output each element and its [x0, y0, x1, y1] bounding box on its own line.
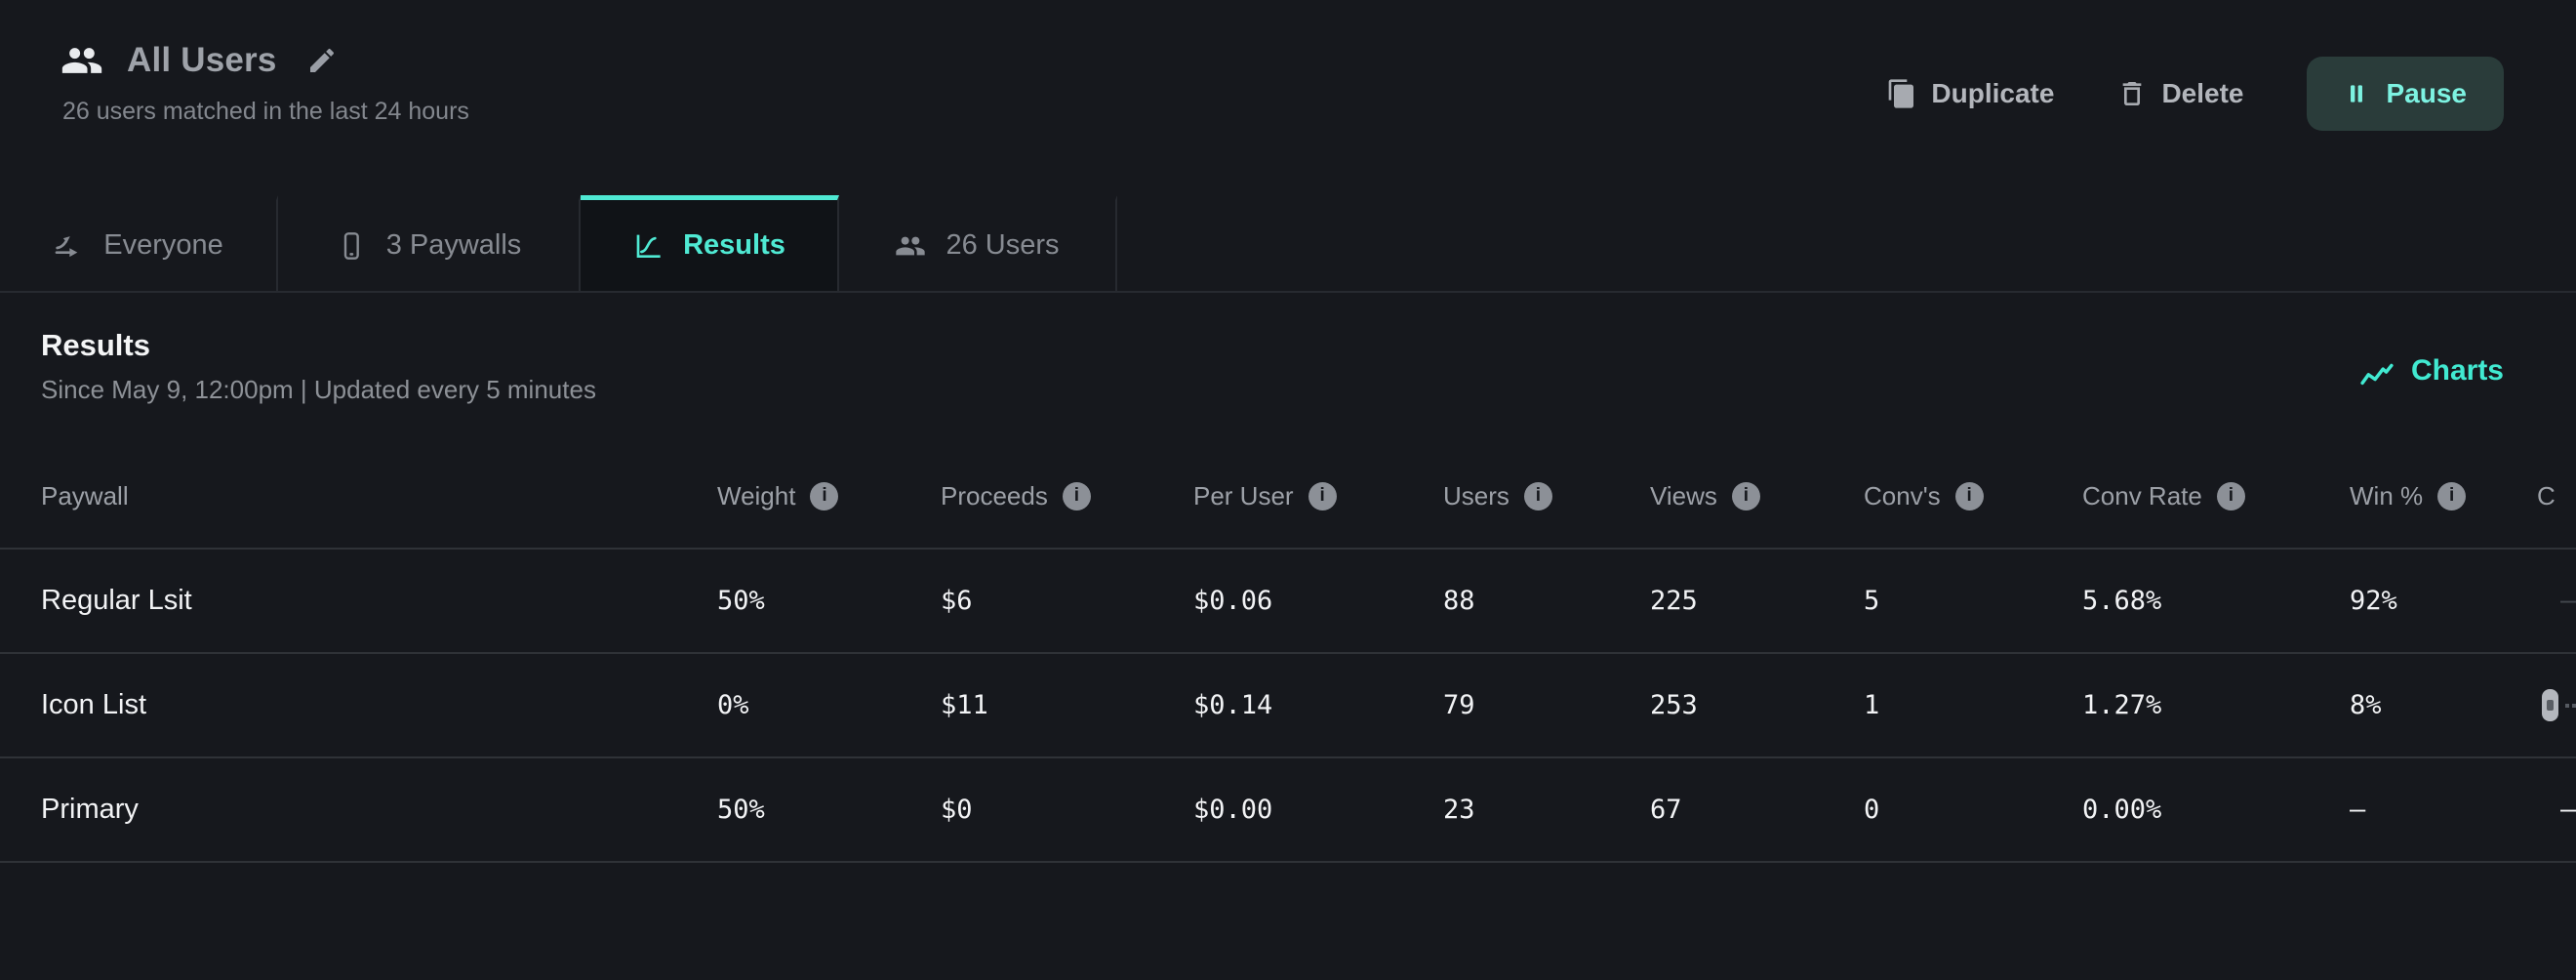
trend-line-icon [2358, 352, 2395, 389]
phone-icon [336, 230, 367, 262]
tab-bar: Everyone 3 Paywalls Results 26 Users [0, 195, 2576, 293]
info-icon[interactable]: i [1308, 481, 1337, 510]
cell-weight: 0% [717, 690, 749, 720]
cell-clipped [2537, 689, 2576, 721]
results-heading: Results [41, 328, 150, 362]
info-icon[interactable]: i [2437, 481, 2467, 510]
clipped-dots [2565, 703, 2569, 708]
cell-users: 23 [1443, 795, 1475, 825]
info-icon[interactable]: i [1731, 481, 1760, 510]
cell-proceeds: $11 [941, 690, 988, 720]
pause-button[interactable]: Pause [2306, 57, 2504, 131]
people-icon [895, 230, 926, 262]
info-icon[interactable]: i [810, 481, 839, 510]
people-icon [60, 39, 103, 82]
tab-users[interactable]: 26 Users [839, 195, 1117, 291]
cell-win-pct: 8% [2350, 690, 2382, 720]
cell-convs: 0 [1864, 795, 1880, 825]
cell-win-pct: – [2350, 795, 2366, 825]
cell-views: 225 [1650, 586, 1698, 616]
pause-icon [2344, 81, 2369, 106]
duplicate-label: Duplicate [1931, 78, 2055, 108]
results-subheading: Since May 9, 12:00pm | Updated every 5 m… [41, 375, 596, 404]
tab-results-label: Results [683, 229, 785, 261]
column-header-clipped: C [2537, 480, 2556, 510]
split-arrows-icon [53, 230, 84, 262]
column-header-per-user: Per User i [1193, 481, 1443, 511]
cell-per-user: $0.00 [1193, 795, 1273, 825]
cell-conv-rate: 0.00% [2082, 795, 2162, 825]
pause-label: Pause [2386, 78, 2468, 108]
table-row: Primary 50% $0 $0.00 23 67 0 0.00% – – [0, 758, 2576, 863]
duplicate-button[interactable]: Duplicate [1886, 78, 2054, 109]
cell-convs: 1 [1864, 690, 1880, 720]
column-header-users: Users i [1443, 481, 1650, 511]
delete-button[interactable]: Delete [2116, 78, 2244, 109]
cell-conv-rate: 5.68% [2082, 586, 2162, 616]
tab-everyone-label: Everyone [103, 229, 223, 261]
results-section-header: Results Since May 9, 12:00pm | Updated e… [0, 293, 2576, 444]
trash-icon [2116, 78, 2148, 109]
cell-views: 253 [1650, 690, 1698, 720]
info-icon[interactable]: i [1523, 481, 1552, 510]
charts-button[interactable]: Charts [2358, 349, 2504, 392]
table-row: Regular Lsit 50% $6 $0.06 88 225 5 5.68%… [0, 550, 2576, 654]
column-header-weight: Weight i [717, 481, 941, 511]
cell-users: 79 [1443, 690, 1475, 720]
clipped-badge [2542, 689, 2558, 721]
column-header-convs: Conv's i [1864, 481, 2082, 511]
cell-conv-rate: 1.27% [2082, 690, 2162, 720]
tab-results[interactable]: Results [581, 195, 839, 291]
cell-views: 67 [1650, 795, 1682, 825]
info-icon[interactable]: i [1954, 481, 1984, 510]
table-row: Icon List 0% $11 $0.14 79 253 1 1.27% 8% [0, 654, 2576, 758]
cell-weight: 50% [717, 795, 765, 825]
cell-paywall: Icon List [41, 689, 146, 720]
delete-label: Delete [2161, 78, 2244, 108]
cell-per-user: $0.14 [1193, 690, 1273, 720]
pencil-icon[interactable] [306, 45, 338, 76]
column-header-paywall: Paywall [41, 480, 129, 510]
table-header-row: Paywall Weight i Proceeds i Per User i User… [0, 444, 2576, 550]
cell-proceeds: $0 [941, 795, 973, 825]
cell-convs: 5 [1864, 586, 1880, 616]
cell-paywall: Primary [41, 794, 139, 825]
tab-paywalls-label: 3 Paywalls [385, 229, 522, 261]
match-summary: 26 users matched in the last 24 hours [62, 98, 469, 125]
cell-paywall: Regular Lsit [41, 585, 192, 616]
tab-users-label: 26 Users [946, 229, 1060, 261]
charts-label: Charts [2410, 354, 2504, 387]
info-icon[interactable]: i [2216, 481, 2245, 510]
cell-clipped: – [2560, 586, 2576, 616]
page-header: All Users 26 users matched in the last 2… [0, 0, 2576, 195]
cell-per-user: $0.06 [1193, 586, 1273, 616]
cell-users: 88 [1443, 586, 1475, 616]
column-header-proceeds: Proceeds i [941, 481, 1193, 511]
page-title: All Users [127, 41, 277, 79]
header-actions: Duplicate Delete Pause [1886, 57, 2504, 131]
cell-weight: 50% [717, 586, 765, 616]
cell-win-pct: 92% [2350, 586, 2397, 616]
tab-everyone[interactable]: Everyone [0, 195, 278, 291]
column-header-conv-rate: Conv Rate i [2082, 481, 2350, 511]
cell-proceeds: $6 [941, 586, 973, 616]
tab-paywalls[interactable]: 3 Paywalls [278, 195, 581, 291]
column-header-views: Views i [1650, 481, 1864, 511]
cell-clipped: – [2560, 795, 2576, 825]
info-icon[interactable]: i [1062, 481, 1091, 510]
column-header-win-pct: Win % i [2350, 481, 2537, 511]
copy-icon [1886, 78, 1917, 109]
line-chart-icon [632, 230, 664, 262]
